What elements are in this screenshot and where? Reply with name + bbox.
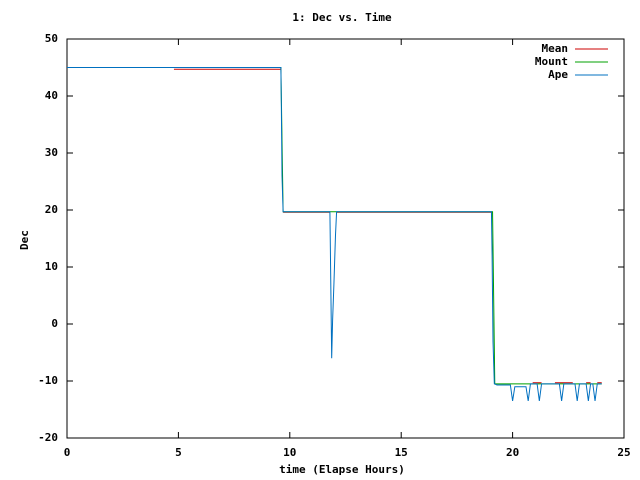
- y-tick-label: -20: [38, 431, 58, 444]
- data-line: [67, 67, 602, 402]
- y-tick-label: 20: [45, 203, 58, 216]
- x-axis-label: time (Elapse Hours): [279, 463, 405, 476]
- plot-frame: [66, 38, 625, 439]
- y-tick-label: 30: [45, 146, 58, 159]
- y-tick-label: -10: [38, 374, 58, 387]
- y-tick-label: 40: [45, 89, 58, 102]
- x-tick-label: 0: [64, 446, 71, 459]
- y-tick-label: 10: [45, 260, 58, 273]
- x-tick-label: 10: [283, 446, 296, 459]
- chart-title: 1: Dec vs. Time: [292, 11, 392, 24]
- x-tick-label: 25: [617, 446, 630, 459]
- x-tick-label: 15: [395, 446, 408, 459]
- legend-label: Mount: [535, 55, 568, 68]
- x-tick-label: 20: [506, 446, 519, 459]
- x-tick-label: 5: [175, 446, 182, 459]
- y-tick-label: 0: [51, 317, 58, 330]
- legend-label: Ape: [548, 68, 568, 81]
- legend-label: Mean: [542, 42, 569, 55]
- data-line: [173, 68, 602, 384]
- y-axis-label: Dec: [18, 230, 31, 250]
- y-tick-label: 50: [45, 32, 58, 45]
